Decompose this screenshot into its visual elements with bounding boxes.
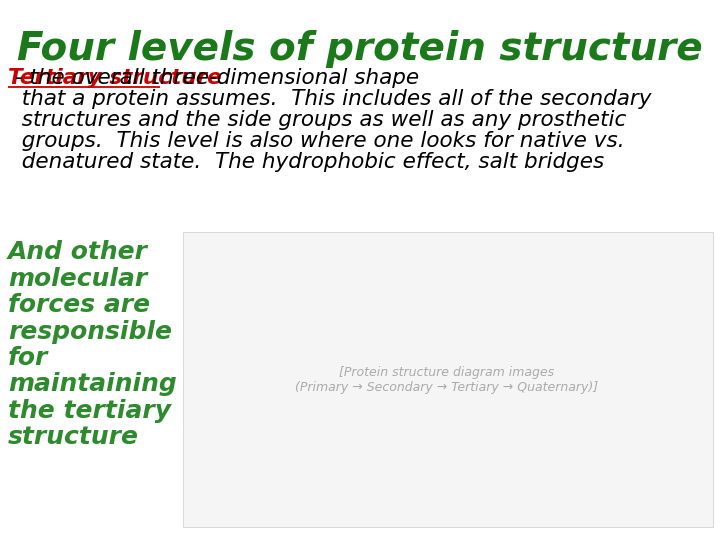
Text: maintaining: maintaining — [8, 373, 176, 396]
Text: groups.  This level is also where one looks for native vs.: groups. This level is also where one loo… — [8, 131, 625, 151]
Text: Tertiary structure: Tertiary structure — [8, 68, 222, 88]
Text: molecular: molecular — [8, 267, 148, 291]
Text: structure: structure — [8, 426, 139, 449]
Text: [Protein structure diagram images
(Primary → Secondary → Tertiary → Quaternary)]: [Protein structure diagram images (Prima… — [295, 366, 598, 394]
Text: And other: And other — [8, 240, 148, 264]
Text: that a protein assumes.  This includes all of the secondary: that a protein assumes. This includes al… — [8, 89, 652, 109]
Text: structures and the side groups as well as any prosthetic: structures and the side groups as well a… — [8, 110, 626, 130]
Text: denatured state.  The hydrophobic effect, salt bridges: denatured state. The hydrophobic effect,… — [8, 152, 604, 172]
FancyBboxPatch shape — [183, 232, 713, 527]
Text: for: for — [8, 346, 48, 370]
Text: the tertiary: the tertiary — [8, 399, 171, 423]
Text: responsible: responsible — [8, 320, 172, 343]
Text: - the overall three-dimensional shape: - the overall three-dimensional shape — [8, 68, 419, 88]
Text: Four levels of protein structure: Four levels of protein structure — [17, 30, 703, 68]
Text: forces are: forces are — [8, 293, 150, 317]
